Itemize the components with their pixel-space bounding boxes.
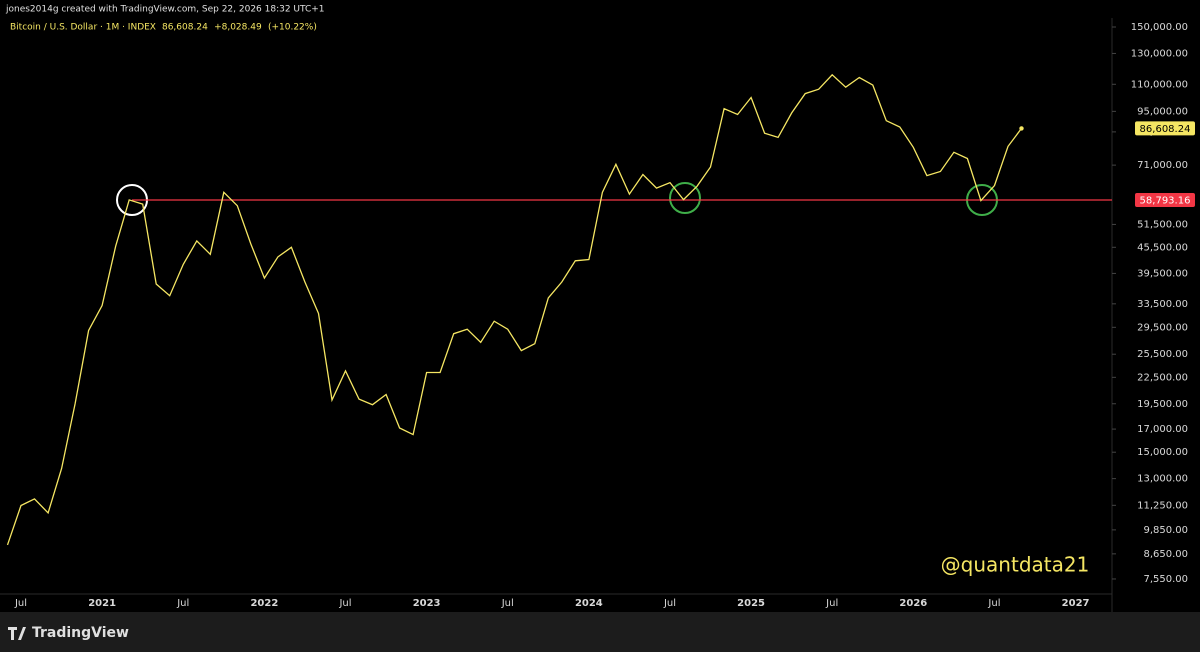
watermark: @quantdata21 [941,553,1090,577]
y-tick-label: 19,500.00 [1137,399,1188,410]
x-tick-label: Jul [14,598,27,609]
y-tick-label: 13,000.00 [1137,474,1188,485]
legend: Bitcoin / U.S. Dollar · 1M · INDEX 86,60… [10,23,317,33]
y-tick-label: 130,000.00 [1131,48,1188,59]
x-tick-label: 2025 [737,598,765,609]
y-tick-label: 15,000.00 [1137,447,1188,458]
x-tick-label: 2021 [88,598,116,609]
y-tick-label: 71,000.00 [1137,160,1188,171]
y-tick-label: 17,000.00 [1137,424,1188,435]
x-tick-label: 2024 [575,598,603,609]
y-tick-label: 33,500.00 [1137,299,1188,310]
y-tick-label: 29,500.00 [1137,322,1188,333]
logo-icon [8,627,26,640]
y-tick-label: 9,850.00 [1143,525,1188,536]
x-tick-label: Jul [825,598,838,609]
hline-label: 58,793.16 [1140,195,1191,206]
background [0,0,1200,612]
y-tick-label: 22,500.00 [1137,372,1188,383]
x-tick-label: 2022 [250,598,278,609]
annotation-circle [669,182,701,214]
last-point [1019,126,1024,131]
x-tick-label: 2027 [1062,598,1090,609]
y-tick-label: 150,000.00 [1131,22,1188,33]
last-price-label-box [1135,121,1195,136]
y-tick-label: 95,000.00 [1137,106,1188,117]
y-tick-label: 51,500.00 [1137,219,1188,230]
header: jones2014g created with TradingView.com,… [5,5,325,15]
y-tick-label: 25,500.00 [1137,349,1188,360]
x-tick-label: Jul [176,598,189,609]
y-tick-label: 39,500.00 [1137,268,1188,279]
y-tick-label: 8,650.00 [1143,549,1188,560]
last-price-label: 86,608.24 [1140,124,1191,135]
footer-bar [0,612,1200,652]
hline-label-box [1135,192,1195,207]
y-tick-label: 7,550.00 [1143,574,1188,585]
legend-symbol: Bitcoin / U.S. Dollar · 1M · INDEX [10,23,156,33]
footer-text: TradingView [32,625,129,641]
x-tick-label: Jul [338,598,351,609]
y-tick-label: 110,000.00 [1131,79,1188,90]
legend-change-pct: (+10.22%) [268,23,317,33]
x-tick-label: 2026 [899,598,927,609]
y-tick-label: 11,250.00 [1137,500,1188,511]
footer-logo: TradingView [8,625,129,641]
price-line [6,73,1023,546]
x-tick-label: Jul [987,598,1000,609]
legend-close: 86,608.24 [162,23,208,33]
y-tick-label: 45,500.00 [1137,242,1188,253]
x-tick-label: Jul [663,598,676,609]
x-tick-label: Jul [501,598,514,609]
x-tick-label: 2023 [413,598,441,609]
legend-change: +8,028.49 [214,23,262,33]
